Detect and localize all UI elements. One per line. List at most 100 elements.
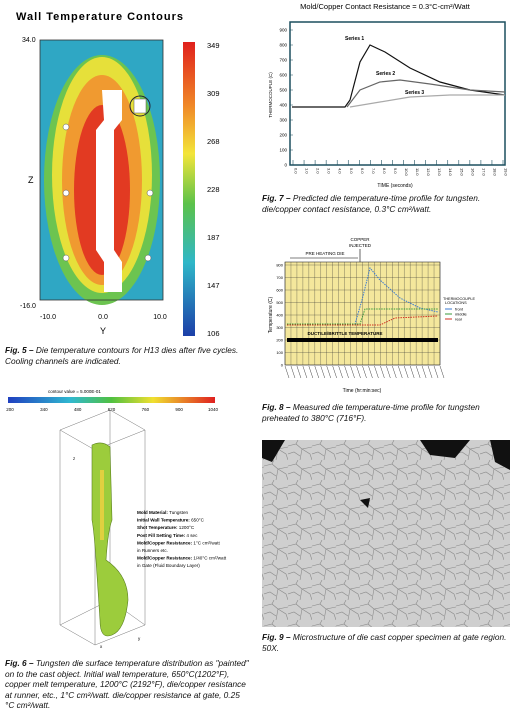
y-tick-label: 300: [279, 118, 287, 123]
tick-mark: [344, 365, 349, 379]
tick-mark: [392, 365, 397, 379]
x-tick-label: 7.0: [371, 168, 376, 174]
fig-number: Fig. 6 –: [5, 658, 34, 668]
y-tick-label: 400: [276, 313, 283, 318]
middle-line: [287, 308, 438, 325]
tick-mark: [326, 365, 331, 379]
legend-title: LOCATIONS: [445, 301, 467, 305]
tick-mark: [439, 365, 445, 379]
y-label: Y: [100, 326, 106, 336]
x-tick-label: 15.0: [459, 168, 464, 177]
series-label: Series 3: [405, 90, 424, 96]
tick-mark: [427, 365, 433, 379]
x-tick-label: 13.0: [437, 168, 442, 177]
y-tick-label: 600: [279, 73, 287, 78]
note: Mold/Copper Resistance: 1°C cm²/watt: [137, 540, 220, 545]
caption-text: Measured die temperature-time profile fo…: [262, 402, 480, 423]
bounding-box: [59, 409, 146, 646]
x-tick-label: 18.0: [492, 168, 497, 177]
tick-mark: [356, 365, 361, 379]
tick-mark: [403, 365, 409, 379]
y-tick-label: 600: [276, 288, 283, 293]
x-tick-label: 9.0: [393, 168, 398, 174]
ductile-band: [287, 338, 438, 342]
note: Post Fill Setting Time: 4 sec: [137, 533, 198, 538]
micrograph: [262, 440, 510, 627]
tick-mark: [368, 365, 373, 379]
note-key: Post Fill Setting Time:: [137, 533, 186, 538]
caption: Fig. 6 – Tungsten die surface temperatur…: [5, 658, 250, 711]
cooling-channels: [62, 95, 154, 262]
colorbar-label: 106: [207, 329, 220, 338]
caption: Fig. 8 – Measured die temperature-time p…: [262, 402, 512, 423]
fig-title: Mold/Copper Contact Resistance = 0.3°C-c…: [300, 2, 471, 11]
y-tick-label: 700: [276, 275, 283, 280]
z-tick-label: -16.0: [20, 303, 36, 310]
x-tick-label: 17.0: [481, 168, 486, 177]
note: in Runners etc.: [137, 548, 168, 553]
x-tick-label: 10.0: [404, 168, 409, 177]
note: Mold/Copper Resistance: 1/40°C cm²/watt: [137, 556, 227, 561]
colorbar-label: 620: [108, 407, 116, 412]
colorbar-label: 309: [207, 89, 220, 98]
tick-mark: [338, 365, 343, 379]
x-tick-label: 4.0: [338, 168, 343, 174]
y-tick-label: 10.0: [153, 314, 167, 321]
y-tick-label: 900: [279, 28, 287, 33]
die-slot: [96, 90, 122, 292]
y-label: Temperature (C): [268, 296, 274, 333]
y-tick-label: 500: [279, 88, 287, 93]
note-key: Mold Material:: [137, 510, 168, 515]
x-tick-label: 12.0: [426, 168, 431, 177]
y-tick-label: 0: [284, 163, 287, 168]
tick-mark: [374, 365, 379, 379]
cast-object-hot: [100, 470, 104, 540]
note-text: in Gate (Fluid Boundary Layer): [137, 563, 200, 568]
x-tick-label: 2.0: [316, 168, 321, 174]
note: Shot Temperature: 1200°C: [137, 525, 195, 530]
fig-number: Fig. 7 –: [262, 193, 291, 203]
plot-frame: [289, 21, 506, 166]
colorbar-label: 268: [207, 137, 220, 146]
note-text: Tungsten: [168, 510, 189, 515]
tick-mark: [409, 365, 415, 379]
tick-mark: [290, 365, 296, 379]
note-text: 1°C cm²/watt: [192, 540, 220, 545]
colorbar-label: 147: [207, 281, 220, 290]
fig-number: Fig. 9 –: [262, 632, 291, 642]
x-tick-label: 3.0: [327, 168, 332, 174]
z-tick-label: 34.0: [22, 37, 36, 44]
legend-label: rear: [455, 317, 463, 322]
series-3-line: [349, 94, 505, 108]
tick-mark: [386, 365, 391, 379]
fig-number: Fig. 5 –: [5, 345, 34, 355]
tick-mark: [314, 365, 320, 379]
fig-number: Fig. 8 –: [262, 402, 291, 412]
colorbar-label: 200: [6, 407, 14, 412]
caption-text: Predicted die temperature-time profile f…: [262, 193, 481, 214]
x-tick-label: 0.0: [294, 168, 299, 174]
note: Initial Wall Temperature: 650°C: [137, 518, 205, 523]
colorbar-label: 900: [175, 407, 183, 412]
y-tick-label: 100: [276, 350, 283, 355]
y-tick-label: 400: [279, 103, 287, 108]
colorbar-label: 1040: [208, 407, 219, 412]
axis-label: y: [138, 636, 141, 641]
x-tick-label: 6.0: [360, 168, 365, 174]
pores: [262, 440, 510, 508]
tick-mark: [415, 365, 421, 379]
note-text: 1/40°C cm²/watt: [192, 556, 227, 561]
note: Mold Material: Tungsten: [137, 510, 189, 515]
note-key: Shot Temperature:: [137, 525, 178, 530]
y-tick-label: 800: [279, 43, 287, 48]
tick-mark: [296, 365, 302, 379]
tick-mark: [398, 365, 403, 379]
colorbar-label: 760: [142, 407, 150, 412]
series-label: Series 2: [376, 71, 395, 77]
x-label: TIME (seconds): [377, 183, 413, 189]
y-tick-label: 100: [279, 148, 287, 153]
x-tick-label: 16.0: [470, 168, 475, 177]
legend-title: THERMOCOUPLE: [443, 297, 476, 301]
colorbar: [183, 42, 195, 336]
